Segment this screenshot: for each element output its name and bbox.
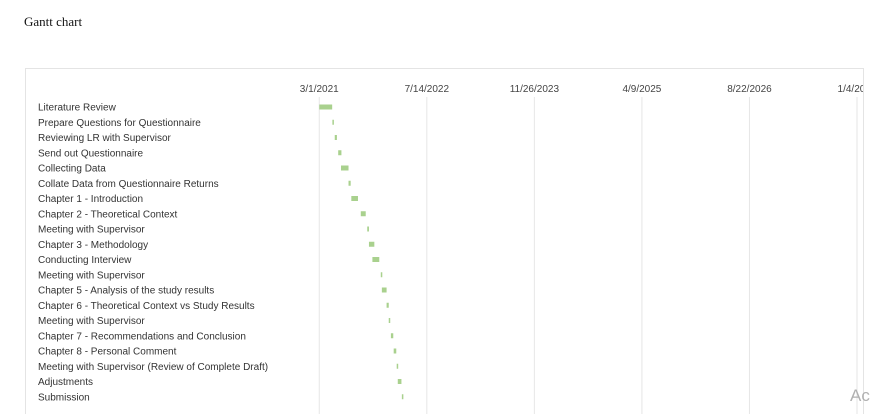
task-bar xyxy=(381,287,387,293)
x-tick-label: 3/1/2021 xyxy=(300,84,339,95)
gantt-chart-frame: 3/1/2021 7/14/2022 11/26/2023 4/9/2025 8/22/… xyxy=(25,68,864,414)
task-bar xyxy=(334,135,337,140)
task-bar xyxy=(340,165,349,171)
task-bar xyxy=(390,333,394,339)
task-label: Chapter 2 - Theoretical Context xyxy=(38,209,178,220)
x-tick-label: 11/26/2023 xyxy=(510,84,560,95)
task-label: Chapter 7 - Recommendations and Conclusi… xyxy=(38,331,246,342)
x-tick-label: 4/9/2025 xyxy=(622,84,661,95)
task-bar xyxy=(367,226,369,232)
task-label: Chapter 6 - Theoretical Context vs Study… xyxy=(38,301,255,312)
task-bar xyxy=(348,180,351,186)
task-bar xyxy=(393,348,397,354)
task-label: Chapter 5 - Analysis of the study result… xyxy=(38,286,214,297)
x-tick-label: 1/4/2028 xyxy=(838,84,863,95)
task-label: Submission xyxy=(38,392,90,403)
task-label: Chapter 3 - Methodology xyxy=(38,240,148,251)
task-bar xyxy=(401,394,404,400)
task-bar xyxy=(380,272,383,278)
watermark-text: Ac xyxy=(850,386,870,405)
task-label: Collecting Data xyxy=(38,164,106,175)
task-label: Meeting with Supervisor xyxy=(38,270,145,281)
task-label: Conducting Interview xyxy=(38,255,132,266)
x-tick-label: 8/22/2026 xyxy=(727,84,772,95)
task-label: Chapter 1 - Introduction xyxy=(38,194,143,205)
task-bar xyxy=(360,211,366,217)
task-label: Meeting with Supervisor xyxy=(38,225,145,236)
task-label: Adjustments xyxy=(38,377,93,388)
x-tick-label: 7/14/2022 xyxy=(405,84,450,95)
task-bar xyxy=(397,379,402,384)
task-label: Collate Data from Questionnaire Returns xyxy=(38,179,219,190)
task-label: Reviewing LR with Supervisor xyxy=(38,133,172,144)
task-label: Send out Questionnaire xyxy=(38,148,144,159)
task-label: Prepare Questions for Questionnaire xyxy=(38,118,201,129)
task-bar xyxy=(372,257,380,262)
task-label: Literature Review xyxy=(38,103,117,114)
task-bar xyxy=(319,104,333,110)
task-bar xyxy=(338,150,342,156)
task-label: Meeting with Supervisor (Review of Compl… xyxy=(38,362,268,373)
task-bar xyxy=(351,196,358,201)
task-bar xyxy=(386,302,389,308)
task-label: Meeting with Supervisor xyxy=(38,316,145,327)
task-bar xyxy=(396,363,399,369)
document-title: Gantt chart xyxy=(24,14,83,29)
task-bar xyxy=(388,318,391,323)
task-bar xyxy=(368,241,375,247)
task-label: Chapter 8 - Personal Comment xyxy=(38,347,177,358)
gantt-chart: 3/1/2021 7/14/2022 11/26/2023 4/9/2025 8/22/… xyxy=(38,84,863,414)
task-bar xyxy=(332,119,334,125)
